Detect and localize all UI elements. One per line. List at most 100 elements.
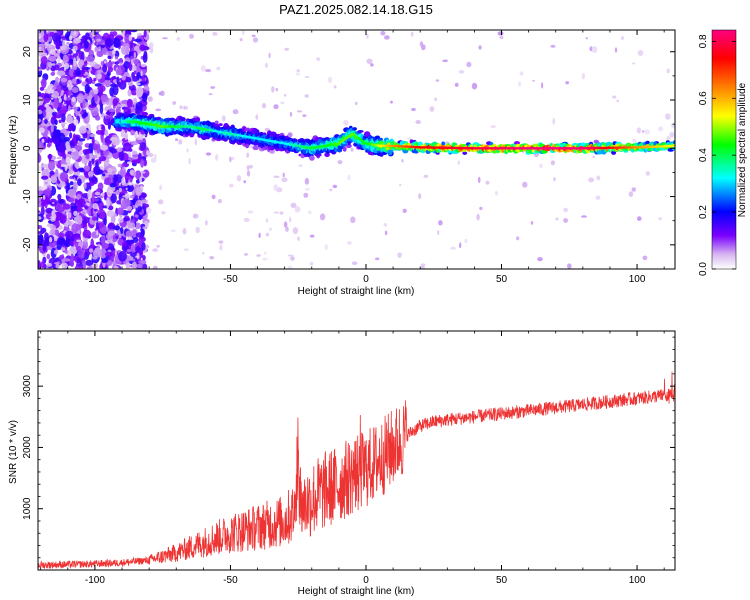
speckle — [287, 254, 294, 257]
ridge-blob — [593, 139, 599, 144]
speckle — [131, 244, 135, 254]
speckle — [50, 224, 56, 231]
speckle — [246, 170, 251, 177]
colorbar: 0.00.20.40.60.8 Normalized spectral ampl… — [698, 29, 748, 276]
spectrogram-ytick-label: 20 — [22, 46, 33, 58]
speckle — [125, 187, 128, 191]
speckle — [94, 93, 98, 103]
speckle — [77, 93, 84, 104]
speckle — [41, 78, 47, 89]
snr-ytick-label: 2000 — [22, 436, 33, 459]
speckle — [57, 55, 61, 63]
speckle — [82, 239, 89, 250]
speckle — [410, 31, 414, 37]
speckle — [120, 45, 130, 55]
speckle — [75, 223, 82, 231]
speckle — [91, 30, 96, 38]
speckle — [66, 115, 74, 124]
speckle — [76, 239, 81, 243]
speckle — [77, 141, 83, 146]
speckle — [73, 30, 77, 36]
speckle — [183, 105, 186, 110]
speckle — [102, 263, 105, 266]
speckle — [175, 138, 179, 141]
ridge-blob — [315, 153, 322, 157]
speckle — [44, 119, 48, 124]
speckle — [68, 221, 72, 226]
speckle — [366, 34, 369, 39]
speckle — [284, 93, 287, 97]
speckle — [109, 83, 118, 88]
speckle — [109, 113, 114, 118]
speckle — [67, 188, 76, 198]
speckle — [74, 198, 79, 204]
ridge-blob — [148, 113, 155, 117]
ridge-blob — [378, 137, 384, 141]
speckle — [48, 55, 57, 62]
speckle — [139, 44, 146, 51]
speckle — [264, 251, 267, 255]
speckle — [56, 70, 66, 76]
speckle — [123, 142, 132, 152]
speckle — [555, 217, 559, 221]
speckle — [143, 203, 150, 208]
speckle — [111, 139, 120, 146]
speckle — [182, 228, 187, 235]
speckle — [550, 44, 556, 48]
speckle — [112, 98, 119, 107]
speckle — [82, 99, 87, 109]
snr-ylabel: SNR (10 * v/v) — [8, 420, 19, 484]
speckle — [423, 174, 429, 178]
speckle — [265, 218, 269, 223]
speckle — [38, 110, 43, 115]
speckle — [133, 171, 136, 177]
speckle — [114, 265, 118, 269]
speckle — [68, 68, 75, 77]
speckle — [54, 160, 58, 165]
speckle — [116, 207, 125, 215]
speckle — [73, 57, 77, 67]
ridge-blob — [514, 141, 520, 145]
speckle — [324, 244, 329, 250]
speckle — [65, 156, 71, 164]
speckle — [68, 169, 73, 175]
speckle — [118, 217, 124, 223]
speckle — [79, 50, 83, 61]
speckle — [41, 119, 44, 124]
speckle — [76, 193, 82, 200]
spectrogram-xtick-label: 0 — [363, 274, 369, 285]
speckle — [64, 164, 68, 172]
speckle — [63, 62, 70, 70]
speckle — [350, 216, 356, 224]
speckle — [62, 54, 69, 64]
speckle — [350, 147, 354, 152]
speckle — [458, 70, 465, 74]
speckle — [297, 236, 300, 241]
speckle — [63, 103, 67, 106]
speckle — [49, 31, 55, 37]
ridge-blob — [342, 146, 347, 152]
speckle — [85, 154, 90, 160]
speckle — [42, 185, 48, 190]
speckle — [79, 168, 85, 173]
speckle — [195, 226, 200, 234]
speckle — [179, 105, 183, 110]
speckle — [103, 191, 108, 201]
speckle — [53, 249, 59, 255]
speckle — [550, 160, 556, 166]
speckle — [621, 36, 624, 40]
speckle — [304, 177, 310, 185]
snr-ytick-label: 3000 — [22, 375, 33, 398]
speckle — [135, 109, 141, 115]
speckle — [75, 39, 78, 45]
ridge-blob — [213, 123, 220, 127]
speckle — [50, 94, 56, 98]
speckle — [246, 152, 249, 158]
ridge-blob — [462, 151, 468, 155]
speckle — [129, 30, 138, 33]
speckle — [304, 94, 309, 98]
speckle — [88, 248, 94, 253]
speckle — [143, 159, 147, 167]
speckle — [283, 221, 288, 228]
